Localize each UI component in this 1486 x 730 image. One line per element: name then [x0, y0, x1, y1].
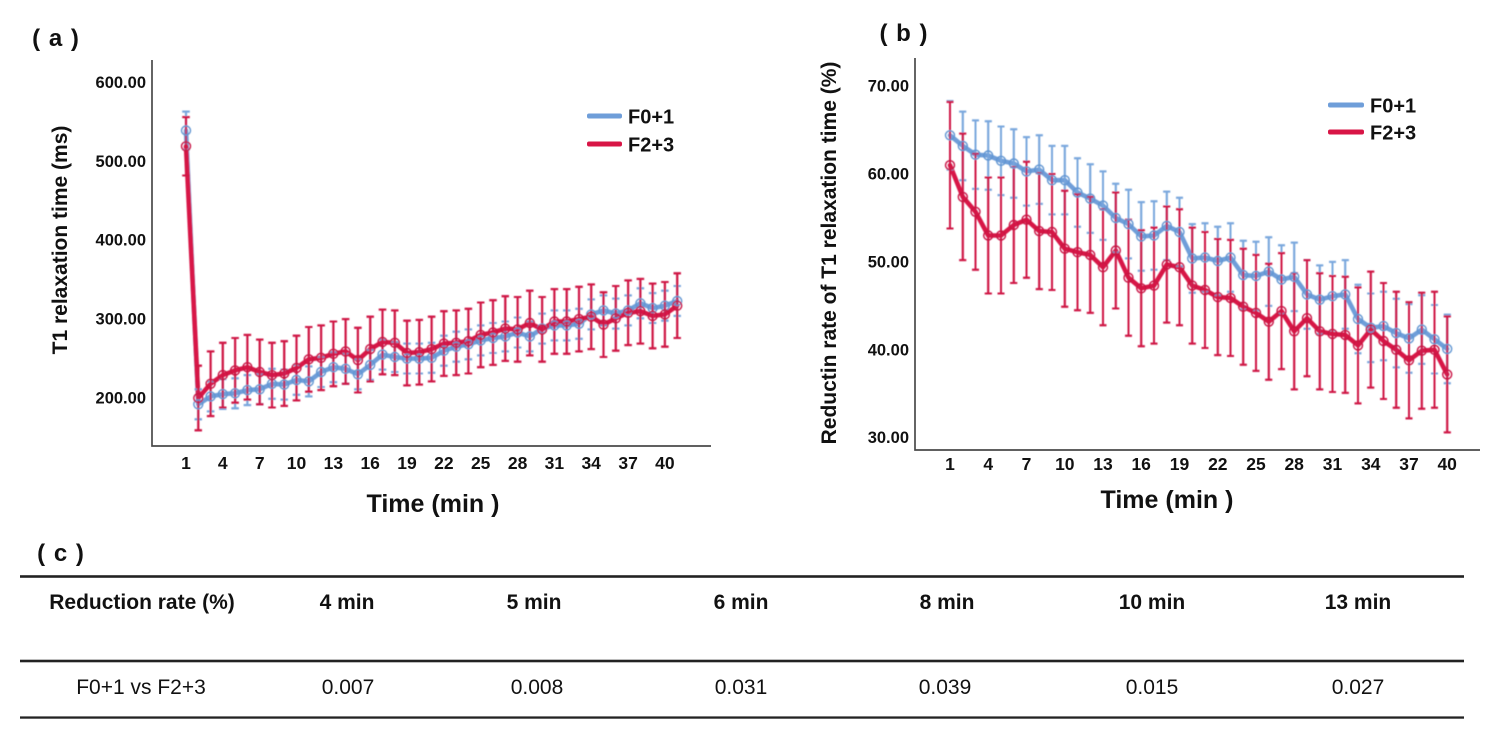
svg-text:1: 1: [181, 453, 191, 473]
svg-text:13: 13: [324, 453, 344, 473]
svg-text:10: 10: [287, 453, 307, 473]
svg-text:50.00: 50.00: [868, 253, 909, 271]
svg-text:31: 31: [1323, 454, 1343, 474]
svg-text:F2+3: F2+3: [1370, 123, 1416, 145]
svg-text:T1 relaxation time (ms): T1 relaxation time (ms): [49, 126, 72, 355]
svg-text:31: 31: [545, 453, 565, 473]
svg-text:25: 25: [1246, 454, 1266, 474]
svg-text:13 min: 13 min: [1325, 591, 1392, 614]
svg-text:40.00: 40.00: [868, 341, 909, 359]
svg-text:4: 4: [983, 454, 993, 474]
svg-text:4: 4: [218, 453, 228, 473]
svg-text:F0+1: F0+1: [628, 107, 674, 129]
svg-text:7: 7: [1022, 454, 1032, 474]
svg-text:5 min: 5 min: [507, 591, 562, 614]
svg-text:28: 28: [1284, 454, 1304, 474]
svg-text:16: 16: [360, 453, 380, 473]
svg-text:22: 22: [434, 453, 454, 473]
svg-text:40: 40: [655, 453, 675, 473]
svg-text:F0+1: F0+1: [1370, 96, 1416, 118]
svg-text:Time (min ): Time (min ): [367, 490, 500, 518]
svg-text:0.027: 0.027: [1332, 676, 1385, 699]
svg-text:40: 40: [1437, 454, 1457, 474]
svg-text:( a ): ( a ): [32, 25, 80, 52]
svg-text:16: 16: [1131, 454, 1151, 474]
svg-text:300.00: 300.00: [96, 311, 146, 329]
svg-text:34: 34: [581, 453, 601, 473]
svg-text:70.00: 70.00: [868, 78, 909, 96]
svg-text:37: 37: [618, 453, 637, 473]
svg-text:Time (min ): Time (min ): [1101, 486, 1234, 514]
svg-text:37: 37: [1399, 454, 1418, 474]
svg-text:( c ): ( c ): [37, 540, 85, 567]
svg-text:Reductin rate of T1 relaxation: Reductin rate of T1 relaxation time (%): [818, 62, 841, 445]
svg-text:19: 19: [1170, 454, 1190, 474]
svg-text:1: 1: [945, 454, 955, 474]
svg-text:Reduction rate (%): Reduction rate (%): [49, 591, 235, 614]
svg-text:200.00: 200.00: [96, 390, 146, 408]
svg-text:13: 13: [1093, 454, 1113, 474]
svg-text:0.015: 0.015: [1126, 676, 1179, 699]
svg-text:0.031: 0.031: [715, 676, 768, 699]
svg-text:F0+1 vs F2+3: F0+1 vs F2+3: [76, 676, 206, 699]
svg-text:( b ): ( b ): [880, 20, 929, 47]
svg-text:10: 10: [1055, 454, 1075, 474]
svg-text:34: 34: [1361, 454, 1381, 474]
svg-text:22: 22: [1208, 454, 1228, 474]
svg-text:19: 19: [397, 453, 417, 473]
svg-text:500.00: 500.00: [96, 153, 146, 171]
svg-text:7: 7: [255, 453, 265, 473]
svg-text:0.039: 0.039: [919, 676, 972, 699]
svg-text:25: 25: [471, 453, 491, 473]
svg-text:8 min: 8 min: [920, 591, 975, 614]
svg-text:400.00: 400.00: [96, 232, 146, 250]
svg-text:30.00: 30.00: [868, 429, 909, 447]
svg-text:F2+3: F2+3: [628, 135, 674, 157]
svg-text:4 min: 4 min: [320, 591, 375, 614]
svg-text:6 min: 6 min: [714, 591, 769, 614]
svg-text:28: 28: [508, 453, 528, 473]
svg-text:600.00: 600.00: [96, 74, 146, 92]
svg-text:0.007: 0.007: [322, 676, 375, 699]
svg-text:60.00: 60.00: [868, 166, 909, 184]
svg-text:10 min: 10 min: [1119, 591, 1186, 614]
svg-text:0.008: 0.008: [511, 676, 564, 699]
